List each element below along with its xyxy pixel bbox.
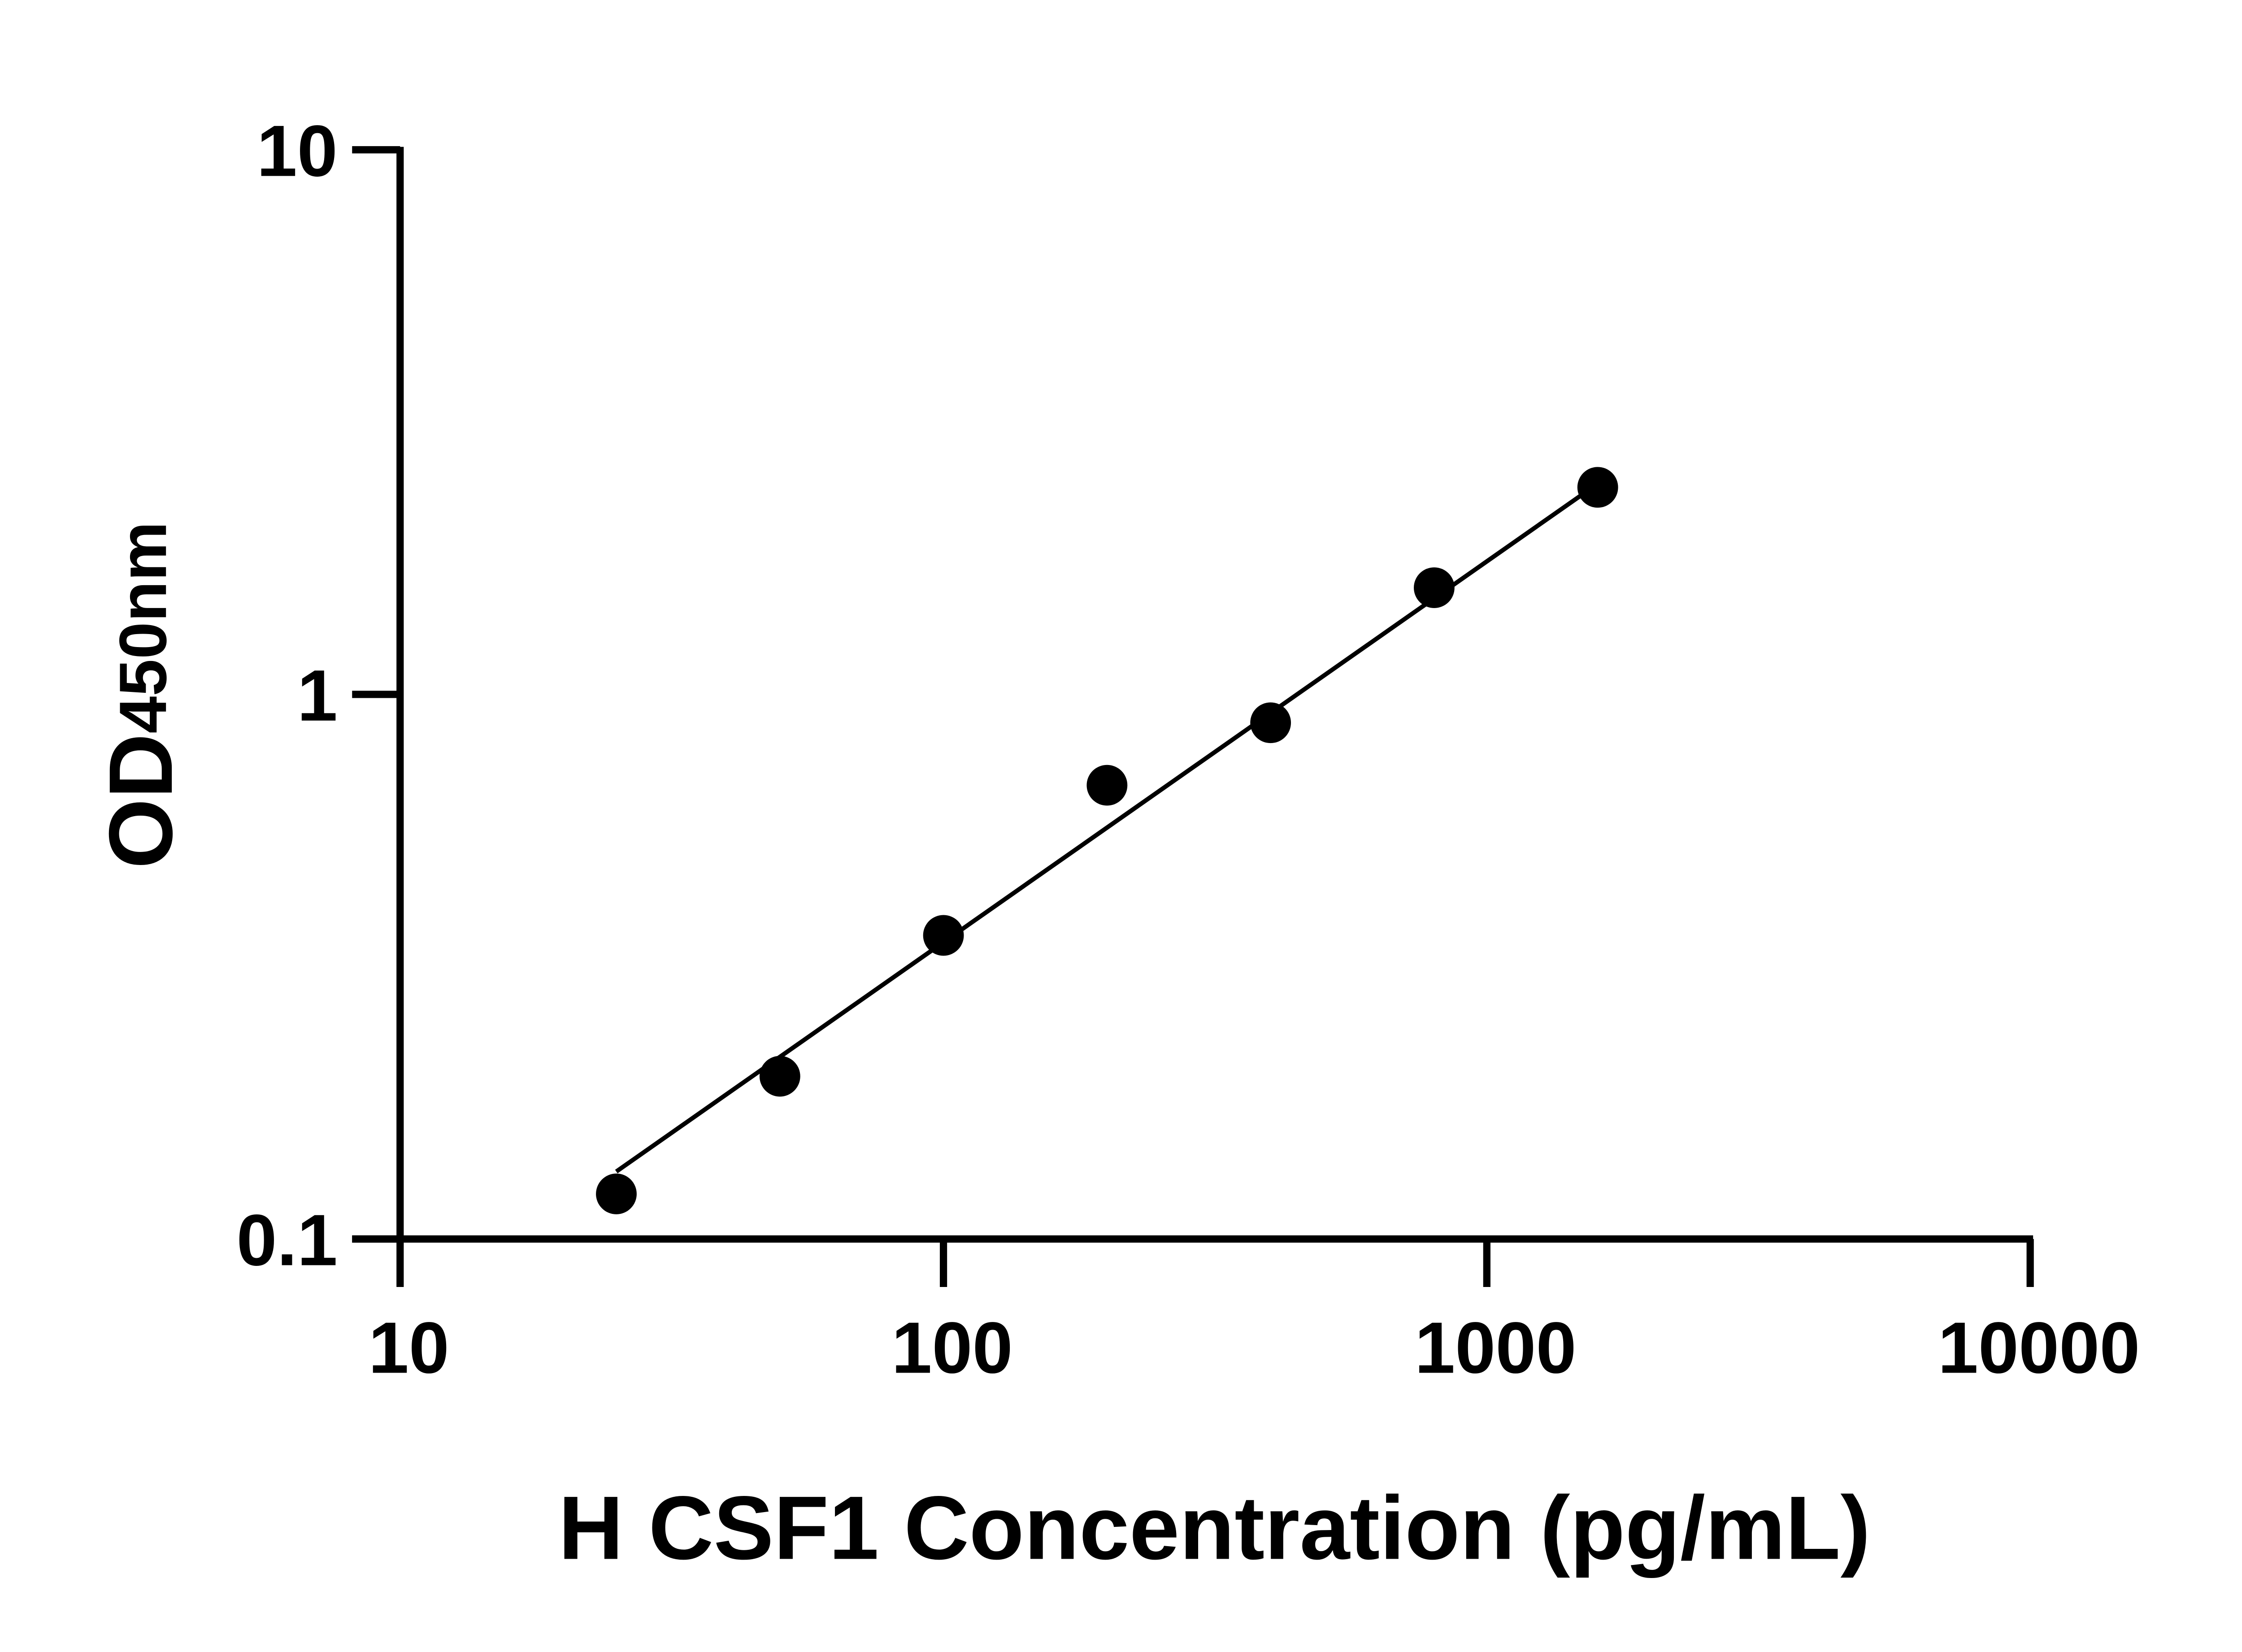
data-points bbox=[596, 467, 1618, 1214]
data-point bbox=[1414, 567, 1455, 608]
data-point bbox=[759, 1056, 800, 1097]
y-axis-title-main: OD bbox=[90, 734, 191, 869]
y-tick-label: 10 bbox=[256, 110, 337, 191]
data-point bbox=[596, 1174, 637, 1214]
data-point bbox=[923, 915, 964, 956]
ticks: 10 100 1000 10000 0.1 1 10 bbox=[236, 110, 2140, 1388]
y-tick-label: 1 bbox=[297, 655, 338, 736]
x-axis-title: H CSF1 Concentration (pg/mL) bbox=[558, 1477, 1870, 1578]
y-axis-title-sub: 450nm bbox=[105, 522, 180, 734]
data-point bbox=[1086, 765, 1128, 806]
x-tick-label: 10000 bbox=[1938, 1307, 2140, 1388]
y-tick-label: 0.1 bbox=[236, 1200, 337, 1281]
x-tick-label: 100 bbox=[891, 1307, 1013, 1388]
x-tick-label: 1000 bbox=[1415, 1307, 1577, 1388]
data-point bbox=[1250, 702, 1291, 743]
x-tick-label: 10 bbox=[369, 1307, 449, 1388]
axes bbox=[352, 147, 2033, 1243]
data-point bbox=[1577, 467, 1618, 508]
y-axis-title: OD450nm bbox=[90, 522, 191, 869]
